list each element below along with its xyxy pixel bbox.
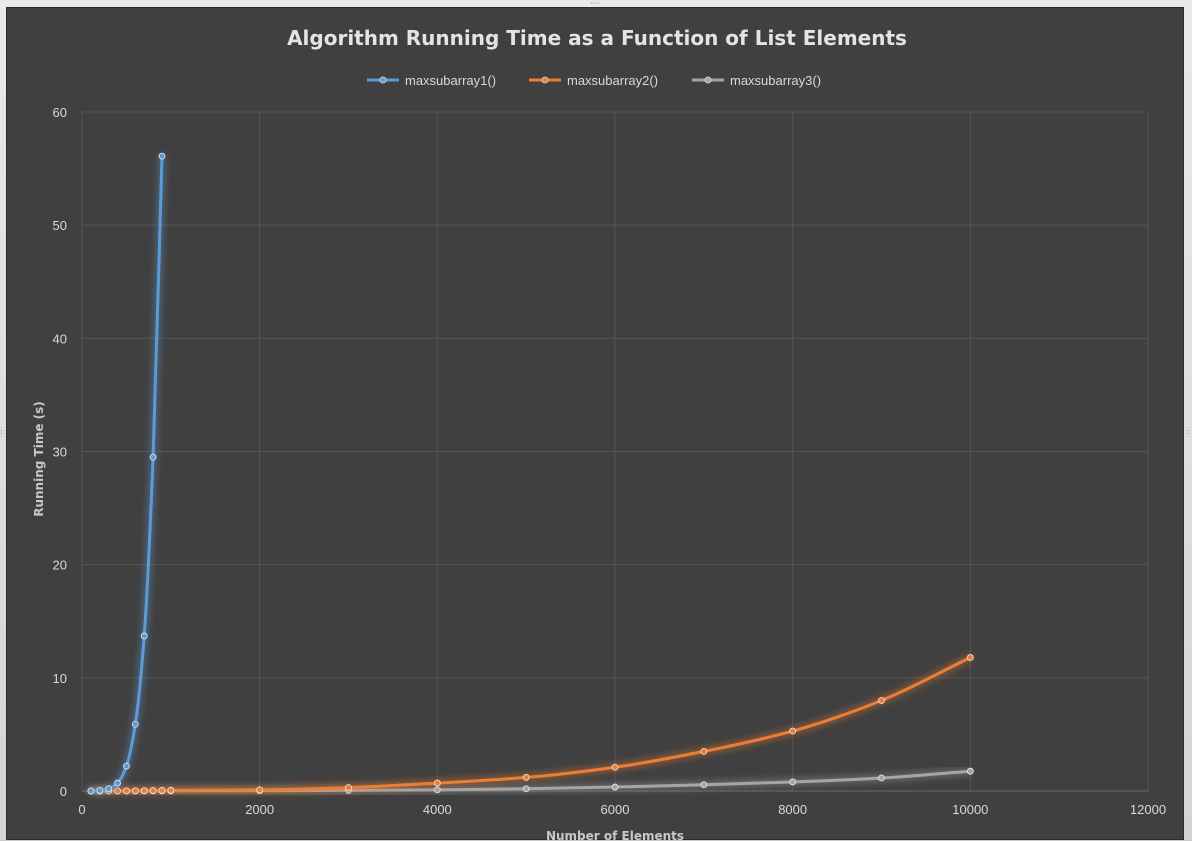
axis-ticks: 0 2000 4000 6000 8000 10000 12000 0 10 20 30 40 50 60	[53, 105, 1167, 817]
data-point[interactable]	[149, 453, 157, 461]
data-point[interactable]	[700, 747, 708, 755]
data-point[interactable]	[611, 763, 619, 771]
data-point[interactable]	[167, 786, 175, 794]
series-maxsubarray2	[87, 654, 974, 795]
x-tick-label: 0	[78, 802, 85, 817]
x-tick-label: 10000	[952, 802, 988, 817]
legend-label: maxsubarray3()	[730, 73, 821, 88]
legend-marker	[379, 76, 387, 84]
x-tick-label: 2000	[245, 802, 274, 817]
data-point[interactable]	[114, 787, 121, 795]
data-point[interactable]	[789, 727, 797, 735]
data-point[interactable]	[966, 767, 974, 775]
legend-label: maxsubarray1()	[405, 73, 496, 88]
x-axis-title: Number of Elements	[546, 829, 684, 841]
data-point[interactable]	[123, 762, 130, 770]
data-point[interactable]	[140, 787, 148, 795]
data-point[interactable]	[966, 654, 974, 661]
data-point[interactable]	[131, 787, 139, 795]
y-tick-label: 40	[53, 331, 67, 346]
data-point[interactable]	[345, 784, 352, 792]
legend-item[interactable]: maxsubarray2()	[529, 73, 658, 88]
data-point[interactable]	[789, 778, 797, 786]
data-point[interactable]	[522, 785, 530, 793]
legend-marker	[704, 76, 712, 84]
data-point[interactable]	[87, 787, 95, 795]
x-tick-label: 8000	[778, 802, 807, 817]
line-chart: 0 2000 4000 6000 8000 10000 12000 0 10 20 30 40 50 60…	[32, 26, 1167, 841]
data-point[interactable]	[114, 779, 121, 787]
data-point[interactable]	[158, 152, 166, 160]
series-group	[87, 152, 974, 795]
x-tick-label: 12000	[1130, 802, 1166, 817]
data-point[interactable]	[522, 774, 530, 781]
legend-item[interactable]: maxsubarray3()	[692, 73, 821, 88]
y-tick-label: 60	[53, 105, 67, 120]
resize-handle-top-icon[interactable]: ····	[590, 0, 601, 8]
legend-marker	[541, 76, 549, 84]
y-tick-label: 20	[53, 558, 67, 573]
data-point[interactable]	[433, 786, 441, 794]
y-tick-label: 30	[53, 445, 67, 460]
data-point[interactable]	[105, 785, 113, 793]
legend-item[interactable]: maxsubarray1()	[367, 73, 496, 88]
data-point[interactable]	[158, 787, 166, 794]
data-point[interactable]	[878, 774, 885, 782]
legend-label: maxsubarray2()	[567, 73, 658, 88]
series-line	[89, 769, 972, 793]
resize-handle-right-icon[interactable]: :	[1187, 427, 1190, 436]
series-line	[89, 154, 164, 793]
data-point[interactable]	[140, 632, 148, 640]
series-maxsubarray1	[87, 152, 166, 795]
data-point[interactable]	[433, 779, 441, 787]
legend[interactable]: maxsubarray1() maxsubarray2() maxsubarray3…	[367, 73, 821, 88]
chart-area[interactable]: 0 2000 4000 6000 8000 10000 12000 0 10 20 30 40 50 60…	[6, 7, 1184, 841]
resize-handle-left-icon[interactable]: :	[0, 427, 3, 436]
data-point[interactable]	[96, 787, 104, 794]
x-tick-label: 6000	[601, 802, 630, 817]
data-point[interactable]	[878, 697, 885, 704]
chart-title: Algorithm Running Time as a Function of …	[287, 26, 907, 50]
data-point[interactable]	[149, 787, 157, 794]
y-tick-label: 50	[53, 218, 67, 233]
data-point[interactable]	[131, 720, 139, 728]
data-point[interactable]	[611, 783, 619, 791]
data-point[interactable]	[123, 787, 130, 795]
x-tick-label: 4000	[423, 802, 452, 817]
data-point[interactable]	[700, 781, 708, 789]
data-point[interactable]	[256, 786, 264, 794]
gridlines	[81, 111, 1149, 792]
y-tick-label: 0	[60, 784, 67, 799]
y-axis-title: Running Time (s)	[32, 401, 46, 517]
y-tick-label: 10	[53, 671, 67, 686]
